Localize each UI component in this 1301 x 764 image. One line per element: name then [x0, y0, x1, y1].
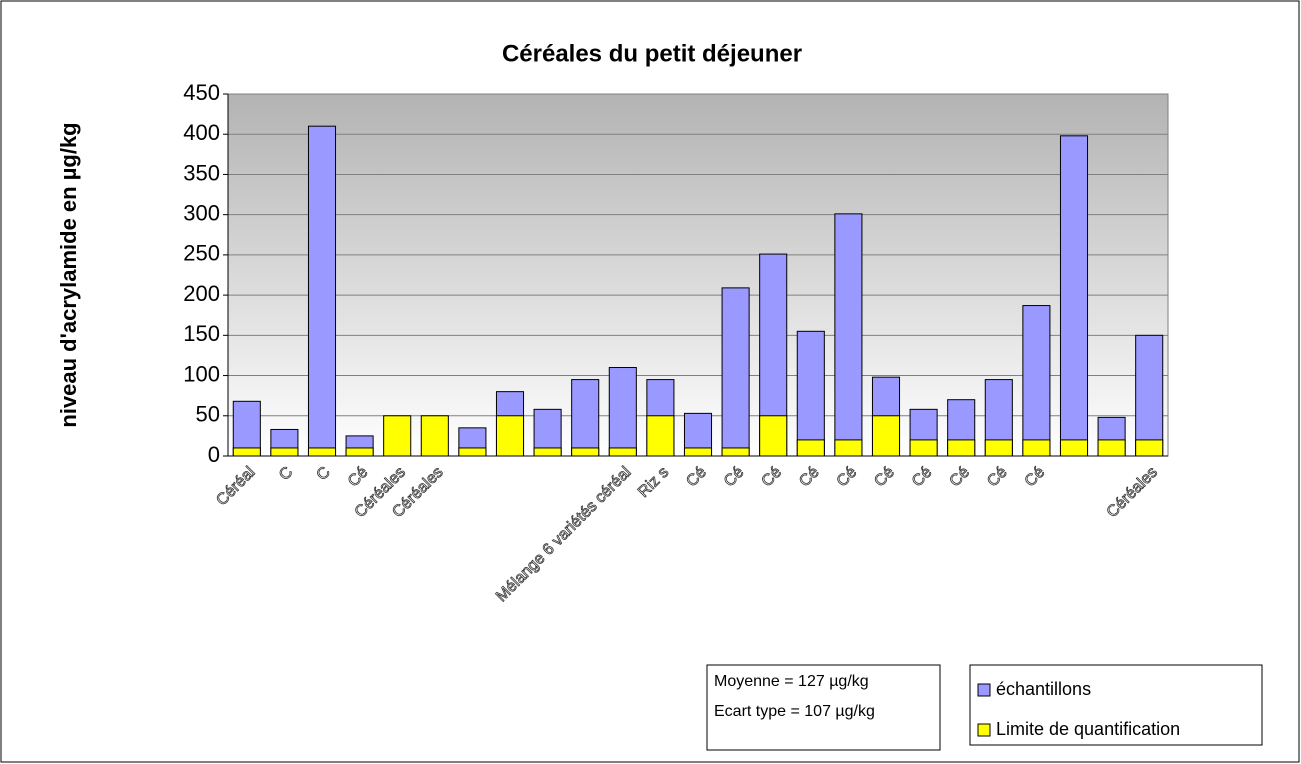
bar [1097, 439, 1126, 457]
y-tick-label: 300 [183, 200, 220, 225]
y-tick-label: 350 [183, 160, 220, 185]
bar [232, 447, 261, 457]
bar [721, 287, 750, 457]
bar [1135, 334, 1164, 457]
y-tick-label: 50 [196, 402, 220, 427]
bar [571, 379, 600, 457]
legend-swatch [977, 723, 991, 737]
bar [909, 439, 938, 457]
legend-label: échantillons [996, 679, 1091, 699]
bar [721, 447, 750, 457]
bar [1022, 305, 1051, 457]
bar [834, 439, 863, 457]
bar [307, 125, 337, 457]
bar [646, 415, 675, 457]
bar [871, 415, 901, 457]
bar [307, 447, 337, 457]
y-axis-label: niveau d'acrylamide en µg/kg [56, 122, 81, 427]
bar [420, 415, 449, 457]
y-tick-label: 100 [183, 361, 220, 386]
bar [608, 447, 637, 457]
stats-box [706, 664, 941, 751]
bar [533, 447, 562, 457]
y-tick-label: 200 [183, 281, 220, 306]
y-tick-label: 150 [183, 321, 220, 346]
chart-title: Céréales du petit déjeuner [502, 40, 802, 67]
bar [458, 447, 487, 457]
bar [683, 447, 713, 457]
legend [969, 664, 1263, 746]
bar [947, 439, 976, 457]
bar [984, 439, 1013, 457]
legend-label: Limite de quantification [996, 719, 1180, 739]
bar [796, 439, 825, 457]
bar [495, 415, 525, 457]
bar [571, 447, 600, 457]
bar [345, 447, 374, 457]
bar [759, 415, 788, 457]
bar [834, 213, 863, 457]
legend-swatch [977, 683, 991, 697]
y-tick-label: 450 [183, 80, 220, 105]
y-tick-label: 400 [183, 120, 220, 145]
bar [1135, 439, 1164, 457]
bar [1059, 135, 1089, 457]
bar [608, 367, 637, 457]
annotation: Moyenne = 127 µg/kg [714, 673, 869, 690]
annotation: Ecart type = 107 µg/kg [714, 703, 875, 720]
bar [1022, 439, 1051, 457]
bar [796, 330, 825, 457]
y-tick-label: 250 [183, 241, 220, 266]
bar [232, 400, 261, 457]
bar [270, 447, 299, 457]
bar [383, 415, 412, 457]
y-tick-label: 0 [208, 442, 220, 467]
bar [1059, 439, 1089, 457]
